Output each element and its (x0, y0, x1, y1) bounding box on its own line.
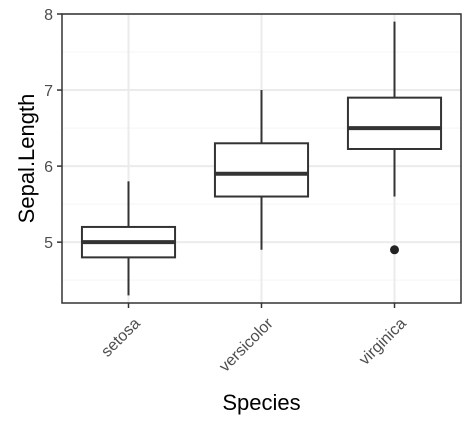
box-versicolor (213, 90, 310, 250)
iqr-box (346, 96, 443, 150)
y-tick-label: 7 (44, 83, 53, 100)
box-layer (80, 21, 443, 296)
y-axis-title: Sepal.Length (14, 94, 39, 224)
iqr-box (213, 142, 310, 198)
x-axis-title: Species (222, 390, 300, 415)
y-tick-label: 6 (44, 159, 53, 176)
y-tick-label: 8 (44, 7, 53, 24)
box-virginica (346, 21, 443, 255)
y-tick-label: 5 (44, 235, 53, 252)
outlier-point (390, 245, 399, 255)
box-setosa (80, 181, 177, 296)
